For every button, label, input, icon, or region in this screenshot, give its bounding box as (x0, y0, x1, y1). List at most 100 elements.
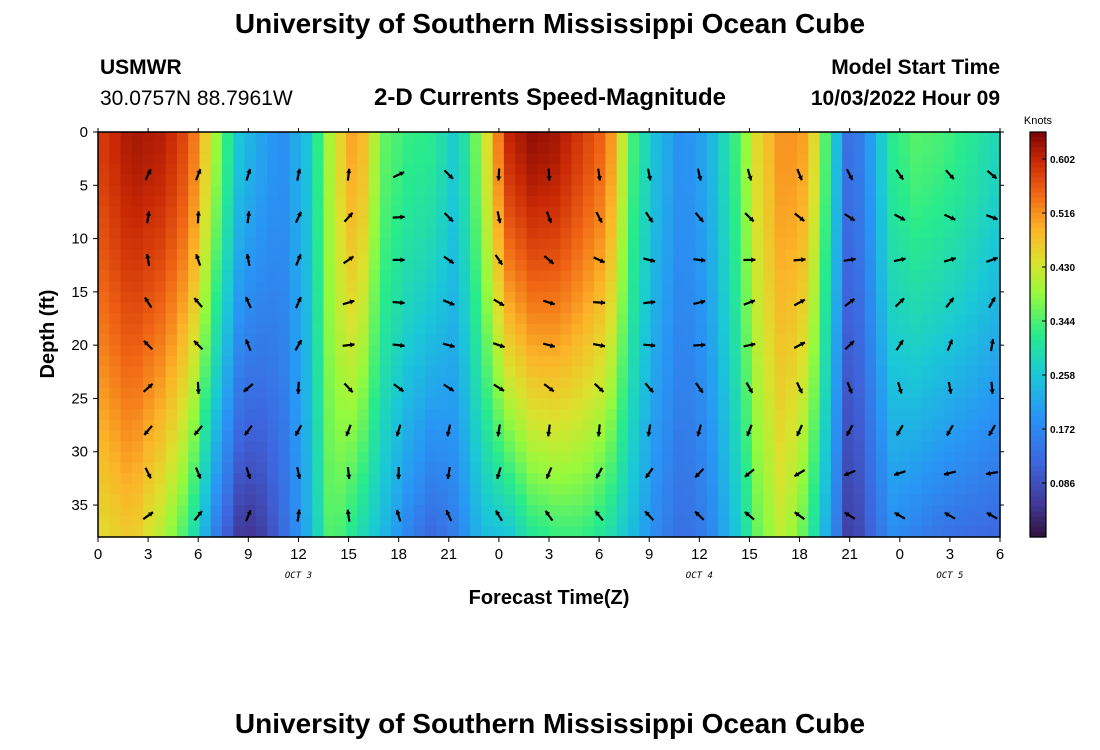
heatmap-cell (413, 206, 426, 218)
y-tick-label: 20 (71, 337, 88, 354)
heatmap-cell (819, 163, 832, 176)
current-vector (945, 297, 955, 308)
heatmap-cell (120, 387, 133, 400)
heatmap-cell (627, 526, 640, 538)
heatmap-cell (143, 185, 155, 197)
heatmap-cell (571, 526, 584, 538)
heatmap-cell (109, 185, 122, 197)
heatmap-cell (210, 291, 223, 304)
heatmap-cell (357, 345, 370, 357)
heatmap-cell (300, 163, 313, 176)
heatmap-cell (357, 174, 370, 186)
heatmap-cell (503, 217, 516, 229)
heatmap-cell (458, 473, 471, 485)
heatmap-cell (154, 174, 167, 186)
heatmap-cell (718, 387, 730, 400)
heatmap-cell (334, 366, 347, 378)
current-vector (695, 382, 704, 394)
heatmap-cell (560, 217, 573, 229)
heatmap-cell (549, 238, 561, 250)
heatmap-cell (143, 217, 155, 229)
heatmap-cell (492, 153, 505, 165)
heatmap-cell (729, 163, 742, 176)
heatmap-cell (154, 302, 167, 314)
heatmap-cell (357, 419, 370, 432)
heatmap-cell (639, 419, 652, 432)
heatmap-cell (503, 259, 516, 272)
heatmap-cell (627, 355, 640, 368)
heatmap-cell (864, 515, 877, 527)
heatmap-cell (661, 174, 674, 186)
heatmap-cell (921, 345, 933, 357)
heatmap-cell (470, 355, 482, 368)
heatmap-cell (120, 281, 133, 293)
heatmap-cell (797, 195, 809, 208)
heatmap-cell (391, 462, 404, 474)
heatmap-cell (199, 483, 212, 495)
heatmap-cell (503, 238, 516, 250)
heatmap-cell (143, 345, 155, 357)
heatmap-cell (864, 483, 877, 495)
heatmap-cell (447, 515, 460, 527)
heatmap-cell (481, 153, 494, 165)
heatmap-cell (244, 473, 257, 485)
heatmap-cell (921, 259, 933, 272)
heatmap-cell (898, 462, 911, 474)
heatmap-cell (729, 238, 742, 250)
heatmap-cell (684, 377, 697, 389)
heatmap-cell (447, 217, 460, 229)
heatmap-cell (819, 174, 832, 186)
heatmap-cell (830, 249, 843, 261)
heatmap-cell (346, 163, 358, 176)
heatmap-cell (210, 132, 223, 144)
heatmap-cell (605, 355, 618, 368)
heatmap-cell (481, 505, 494, 517)
heatmap-cell (729, 302, 742, 314)
heatmap-cell (751, 249, 764, 261)
heatmap-cell (255, 302, 268, 314)
heatmap-cell (830, 462, 843, 474)
heatmap-cell (842, 334, 855, 346)
heatmap-cell (797, 323, 809, 336)
heatmap-cell (391, 185, 404, 197)
heatmap-cell (673, 345, 685, 357)
heatmap-cell (300, 494, 313, 506)
heatmap-cell (210, 163, 223, 176)
heatmap-cell (503, 291, 516, 304)
heatmap-cell (808, 227, 821, 240)
heatmap-cell (627, 185, 640, 197)
heatmap-cell (571, 323, 584, 336)
heatmap-cell (785, 163, 798, 176)
heatmap-cell (943, 153, 956, 165)
heatmap-cell (492, 462, 505, 474)
heatmap-cell (233, 153, 246, 165)
heatmap-cell (751, 366, 764, 378)
heatmap-cell (966, 185, 979, 197)
heatmap-cell (977, 462, 990, 474)
heatmap-cell (729, 387, 742, 400)
heatmap-cell (898, 387, 911, 400)
current-vector (294, 296, 302, 309)
heatmap-cell (898, 345, 911, 357)
heatmap-cell (549, 302, 561, 314)
heatmap-cell (120, 398, 133, 410)
heatmap-cell (436, 462, 449, 474)
heatmap-cell (346, 409, 358, 421)
heatmap-cell (188, 355, 201, 368)
heatmap-cell (188, 419, 201, 432)
heatmap-cell (413, 462, 426, 474)
heatmap-cell (571, 473, 584, 485)
heatmap-cell (842, 409, 855, 421)
heatmap-cell (98, 473, 110, 485)
colorbar-swatch (1030, 491, 1046, 498)
heatmap-cell (864, 462, 877, 474)
heatmap-cell (582, 195, 595, 208)
heatmap-cell (120, 259, 133, 272)
heatmap-cell (222, 430, 234, 442)
heatmap-cell (210, 249, 223, 261)
heatmap-cell (763, 259, 776, 272)
heatmap-cell (143, 409, 155, 421)
heatmap-cell (357, 366, 370, 378)
heatmap-cell (98, 334, 110, 346)
heatmap-cell (424, 281, 437, 293)
